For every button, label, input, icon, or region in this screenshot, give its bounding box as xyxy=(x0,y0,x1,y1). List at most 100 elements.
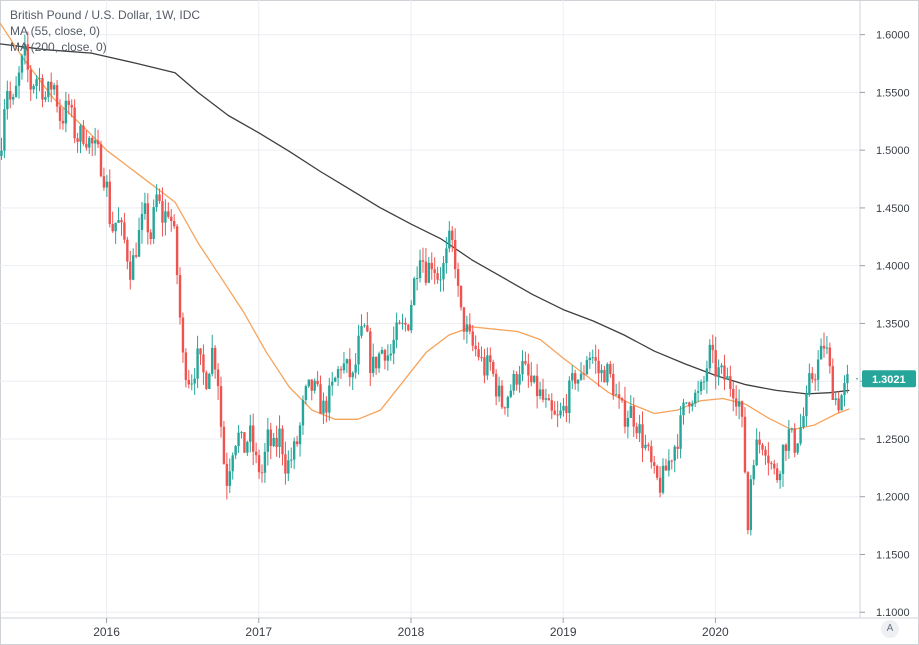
candle-body xyxy=(571,373,574,381)
candle-body xyxy=(395,322,398,340)
candle-body xyxy=(638,424,641,434)
candle-body xyxy=(415,278,419,280)
candle-up xyxy=(140,202,144,244)
candle-up xyxy=(342,352,346,374)
candle-down xyxy=(831,358,834,401)
candle-body xyxy=(275,437,278,448)
candle-up xyxy=(386,344,390,371)
candle-body xyxy=(752,465,755,480)
candle-down xyxy=(773,459,776,475)
y-tick-label: 1.4000 xyxy=(876,261,910,273)
candle-body xyxy=(351,372,354,378)
candle-body xyxy=(243,432,246,453)
candle-down xyxy=(260,464,264,483)
candle-body xyxy=(723,365,726,380)
last-price-tag-background xyxy=(862,370,916,388)
candle-down xyxy=(374,356,378,375)
candle-body xyxy=(93,140,97,144)
candle-body xyxy=(550,400,553,411)
candle-body xyxy=(64,100,68,124)
candle-body xyxy=(664,465,668,471)
candle-body xyxy=(489,355,492,362)
candle-body xyxy=(620,398,624,401)
candle-body xyxy=(237,432,240,447)
candle-body xyxy=(635,426,638,434)
candle-down xyxy=(187,369,191,389)
candle-body xyxy=(404,322,407,325)
candle-down xyxy=(597,349,600,387)
candle-body xyxy=(462,307,466,332)
price-axis[interactable]: 1.6000 1.5500 1.5000 1.4500 1.4000 1.3500 1.30… xyxy=(860,30,910,620)
candle-up xyxy=(322,392,325,425)
candle-down xyxy=(453,228,457,279)
candle-body xyxy=(129,261,132,280)
candle-body xyxy=(538,389,542,397)
ma55-series xyxy=(0,22,850,431)
candle-up xyxy=(272,432,275,448)
candle-up xyxy=(442,256,445,292)
candle-body xyxy=(612,373,615,396)
y-tick-label: 1.2000 xyxy=(876,492,910,504)
candle-body xyxy=(702,381,706,383)
candle-up xyxy=(717,359,720,386)
candle-down xyxy=(310,379,313,401)
candle-body xyxy=(579,373,583,380)
candle-up xyxy=(137,217,141,258)
x-tick-label: 2019 xyxy=(550,625,577,639)
candle-body xyxy=(167,211,170,217)
candle-down xyxy=(339,366,343,379)
ma55-line xyxy=(0,22,850,431)
ma55-legend[interactable]: MA (55, close, 0) xyxy=(10,24,101,38)
candle-down xyxy=(492,359,495,377)
candle-body xyxy=(307,379,311,387)
candle-body xyxy=(374,356,378,369)
candle-body xyxy=(38,78,41,80)
candle-down xyxy=(436,266,439,284)
candle-body xyxy=(284,454,287,474)
symbol-title[interactable]: British Pound / U.S. Dollar, 1W, IDC xyxy=(10,8,201,22)
candle-down xyxy=(26,31,30,83)
candle-body xyxy=(644,444,647,449)
candle-up xyxy=(292,437,296,470)
candle-up xyxy=(64,91,68,133)
candle-body xyxy=(58,106,62,121)
candle-down xyxy=(462,307,466,340)
candle-body xyxy=(597,360,600,374)
candle-body xyxy=(811,373,814,380)
candle-down xyxy=(170,209,173,232)
candle-body xyxy=(427,262,431,283)
candle-body xyxy=(149,232,152,239)
candle-up xyxy=(196,335,199,389)
candle-body xyxy=(287,460,290,474)
candle-down xyxy=(612,363,615,400)
candle-body xyxy=(152,207,155,239)
candle-body xyxy=(301,400,305,426)
candle-body xyxy=(377,353,381,369)
candle-up xyxy=(389,343,392,361)
candle-body xyxy=(140,213,144,231)
candle-body xyxy=(96,140,100,145)
x-tick-label: 2016 xyxy=(93,625,120,639)
candle-body xyxy=(562,405,565,411)
candle-body xyxy=(131,255,135,280)
y-tick-label: 1.6000 xyxy=(876,30,910,42)
candle-up xyxy=(79,124,82,154)
ma200-legend[interactable]: MA (200, close, 0) xyxy=(10,40,107,54)
candle-up xyxy=(17,66,21,99)
candle-down xyxy=(424,247,428,286)
candle-up xyxy=(726,367,729,380)
candle-body xyxy=(758,439,761,445)
candle-body xyxy=(682,402,685,416)
time-axis[interactable]: 2016 2017 2018 2019 2020 xyxy=(93,618,729,639)
candle-down xyxy=(658,466,662,498)
candle-body xyxy=(99,144,103,177)
candle-body xyxy=(524,361,527,364)
candle-up xyxy=(846,364,849,394)
candle-body xyxy=(541,389,545,400)
candle-up xyxy=(600,364,603,382)
candle-body xyxy=(102,176,106,188)
y-tick-label: 1.4500 xyxy=(876,203,910,215)
candle-up xyxy=(606,362,609,386)
auto-scale-button[interactable]: A xyxy=(881,620,899,638)
